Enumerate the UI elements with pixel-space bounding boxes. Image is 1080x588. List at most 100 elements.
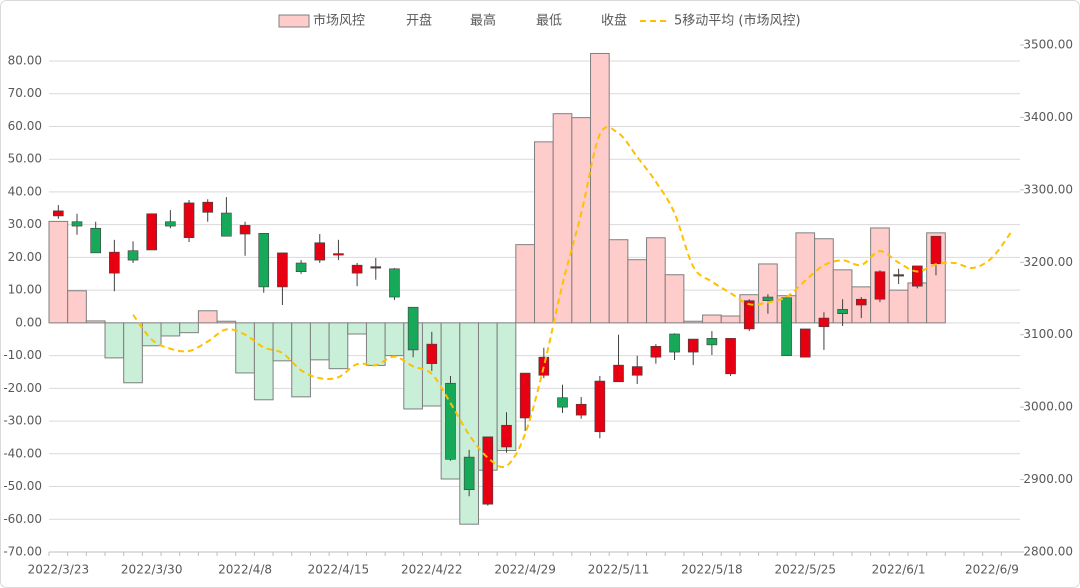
candle-body	[295, 262, 307, 273]
candle-body	[631, 366, 643, 376]
bar	[272, 322, 293, 362]
bar	[328, 322, 349, 370]
y-tick-label: 50.00	[8, 152, 42, 166]
y2-tick-label: 3200.00	[1023, 255, 1073, 269]
candle-body	[538, 356, 550, 376]
bar	[664, 274, 685, 324]
y-tick-label: 0.00	[15, 315, 42, 329]
candle-body	[370, 266, 382, 269]
candle-body	[277, 252, 288, 288]
y-tick-label: 70.00	[8, 86, 42, 100]
bar	[179, 322, 199, 334]
y2-tick-label: 2900.00	[1023, 472, 1073, 486]
x-tick-label: 2022/4/15	[308, 563, 370, 577]
y-tick-label: -40.00	[3, 446, 42, 460]
bar	[683, 320, 704, 324]
x-tick-label: 2022/6/9	[965, 563, 1019, 577]
candle-body	[146, 213, 158, 251]
candle-body	[557, 397, 568, 408]
y-tick-label: 40.00	[8, 184, 42, 198]
legend: 市场风控 开盘 最高 最低 收盘 5移动平均 (市场风控)	[278, 13, 801, 29]
y-tick-label: 60.00	[8, 119, 42, 133]
candle-body	[594, 380, 606, 433]
candle-body	[239, 225, 251, 235]
x-tick-label: 2022/3/30	[121, 563, 183, 577]
candle-body	[799, 328, 811, 358]
x-tick-label: 2022/3/23	[28, 563, 90, 577]
candle-body	[781, 297, 792, 357]
candle-body	[165, 221, 176, 227]
bar	[608, 239, 629, 324]
y-tick-label: -10.00	[3, 348, 42, 362]
candle-body	[837, 309, 848, 315]
x-tick-label: 2022/4/8	[218, 563, 272, 577]
candle-body	[762, 296, 774, 301]
bar	[720, 315, 741, 324]
legend-label: 5移动平均 (市场风控)	[674, 13, 801, 29]
bar	[571, 117, 592, 324]
candle-body	[930, 235, 942, 265]
bar	[795, 232, 816, 324]
candle-body	[127, 250, 139, 261]
y-tick-label: 80.00	[8, 54, 42, 68]
bar	[67, 290, 87, 324]
candle-body	[221, 212, 232, 237]
bar	[814, 238, 834, 324]
candle-body	[407, 306, 419, 351]
candle-body	[183, 202, 195, 238]
y-tick-label: -60.00	[3, 512, 42, 526]
bar	[85, 320, 106, 324]
candle-body	[911, 265, 923, 287]
bar	[216, 320, 237, 324]
y2-tick-label: 3400.00	[1023, 110, 1073, 124]
candle-body	[389, 268, 400, 298]
candle-body	[575, 403, 587, 416]
candle-body	[818, 317, 830, 328]
candle-body	[90, 227, 101, 254]
candle-body	[669, 333, 680, 353]
bar	[347, 322, 367, 335]
candle-body	[687, 338, 699, 353]
legend-label: 最高	[470, 13, 496, 29]
bar	[907, 282, 928, 324]
candle-body	[874, 271, 886, 300]
y2-tick-label: 3100.00	[1023, 327, 1073, 341]
bar	[123, 322, 143, 384]
bar	[197, 310, 218, 324]
candle-body	[613, 364, 624, 383]
x-tick-label: 2022/4/22	[401, 563, 463, 577]
bar	[552, 113, 573, 324]
candle-body	[426, 343, 438, 364]
candle-body	[650, 346, 662, 358]
candle-body	[71, 221, 83, 227]
y-tick-label: -70.00	[3, 545, 42, 559]
y2-tick-label: 2800.00	[1023, 545, 1073, 559]
bar	[104, 322, 125, 359]
legend-label: 最低	[536, 14, 562, 29]
candle-body	[463, 456, 475, 491]
bar	[235, 322, 255, 374]
candle-body	[893, 274, 904, 277]
candle-body	[445, 382, 456, 460]
legend-label: 收盘	[601, 13, 627, 29]
x-tick-label: 2022/4/29	[494, 563, 556, 577]
legend-swatch	[278, 14, 310, 28]
bar	[291, 322, 311, 398]
legend-label: 开盘	[406, 13, 432, 29]
bar	[702, 314, 722, 324]
plot	[48, 52, 1012, 525]
y-tick-label: -50.00	[3, 479, 42, 493]
candle-body	[53, 210, 64, 217]
legend-label: 市场风控	[313, 13, 365, 29]
bar	[590, 52, 610, 324]
bar	[160, 322, 181, 337]
candle-body	[258, 233, 270, 288]
x-tick-label: 2022/5/18	[681, 563, 743, 577]
candle-body	[351, 264, 363, 274]
candle-body	[501, 424, 512, 448]
candle-body	[855, 298, 867, 306]
bar	[384, 322, 405, 357]
bar	[627, 259, 648, 324]
bar	[534, 141, 554, 324]
